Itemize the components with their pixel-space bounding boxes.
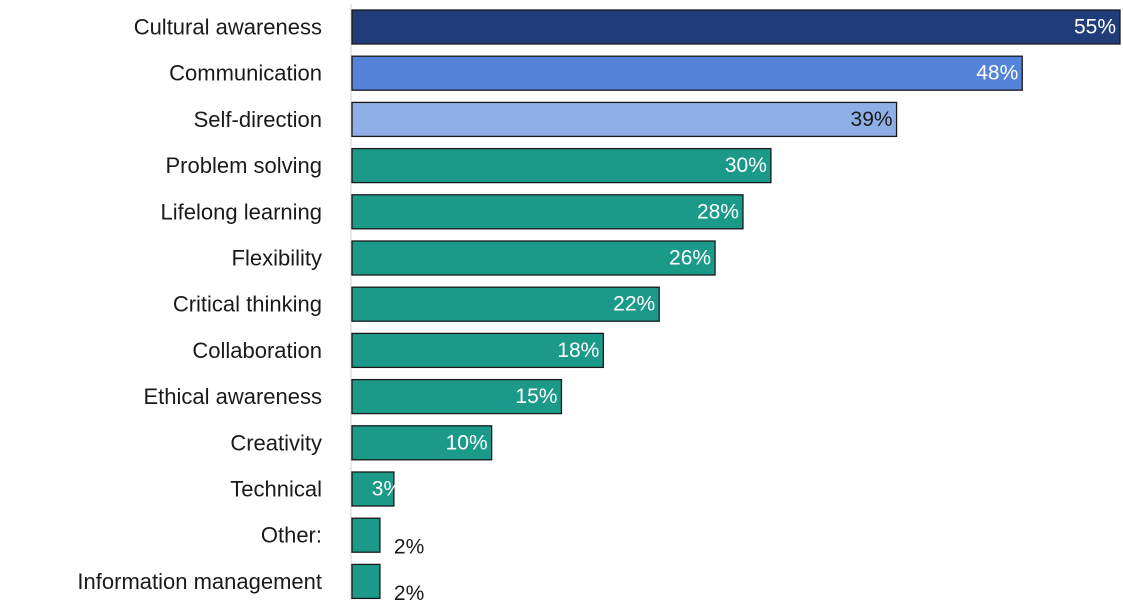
bars-group [351, 9, 1121, 600]
category-label-12: Information management [77, 569, 322, 594]
bar-8 [351, 378, 563, 415]
bar-12 [351, 563, 381, 600]
value-label-9: 10% [446, 431, 488, 454]
category-label-10: Technical [230, 477, 322, 502]
category-label-2: Self-direction [194, 107, 322, 132]
category-label-6: Critical thinking [173, 292, 322, 317]
bar-0 [351, 9, 1121, 45]
category-label-3: Problem solving [165, 153, 322, 178]
value-label-11: 2% [394, 536, 424, 559]
bar-6 [351, 286, 660, 322]
category-label-5: Flexibility [232, 246, 322, 271]
category-labels-group: Cultural awareness Communication Self-dire… [77, 15, 322, 594]
value-label-12: 2% [394, 582, 424, 604]
category-label-8: Ethical awareness [143, 384, 322, 409]
category-label-7: Collaboration [192, 338, 322, 363]
bar-9 [351, 425, 493, 461]
bar-4 [351, 194, 744, 230]
value-label-7: 18% [557, 339, 599, 362]
value-label-10: 3% [372, 478, 402, 501]
value-label-6: 22% [613, 293, 655, 316]
value-label-2: 39% [851, 108, 893, 131]
bar-5 [351, 240, 716, 276]
value-label-0: 55% [1074, 16, 1116, 39]
bar-2 [351, 101, 898, 138]
value-label-4: 28% [697, 200, 739, 223]
bar-7 [351, 332, 604, 369]
bar-11 [351, 517, 381, 553]
category-label-0: Cultural awareness [134, 15, 322, 40]
value-labels-group: 55% 48% 39% 30% 28% 26% 22% 18%15% 10% 3% 2% 2% [372, 16, 1116, 604]
bar-3 [351, 147, 772, 184]
category-label-1: Communication [169, 61, 322, 86]
value-label-5: 26% [669, 247, 711, 270]
bar-10 [351, 471, 395, 507]
value-label-1: 48% [976, 62, 1018, 85]
category-label-4: Lifelong learning [161, 199, 322, 224]
value-label-8: 15% [515, 385, 557, 408]
category-label-9: Creativity [230, 430, 322, 455]
value-label-3: 30% [725, 154, 767, 177]
bar-1 [351, 55, 1023, 91]
category-label-11: Other: [261, 523, 322, 548]
